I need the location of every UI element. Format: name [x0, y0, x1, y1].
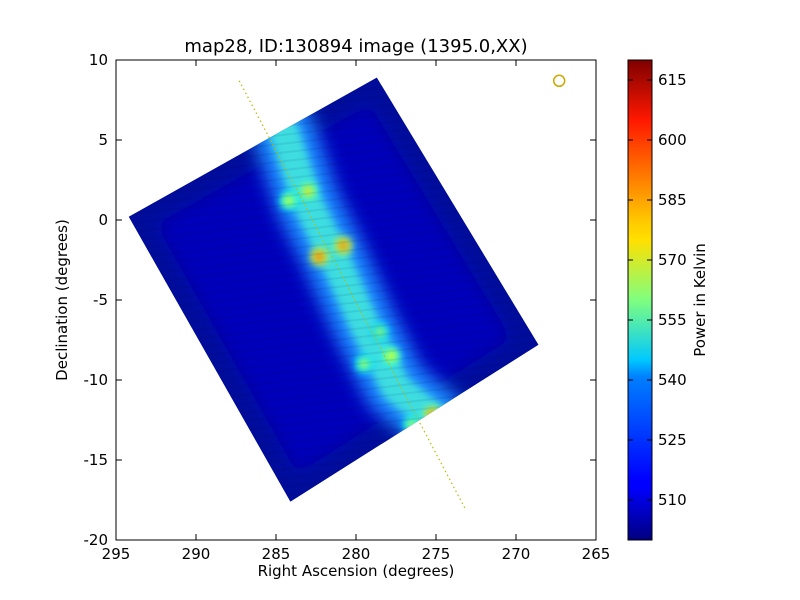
- x-axis-ticks: 295 290 285 280 275 270 265: [102, 60, 611, 563]
- hot-spot: [359, 359, 369, 369]
- colorbar-tick-label: 570: [658, 251, 687, 269]
- chart-title: map28, ID:130894 image (1395.0,XX): [184, 36, 527, 57]
- colorbar: 510 525 540 555 570 585 600 615 Power in Kelvin: [627, 59, 709, 541]
- x-tick-label: 270: [502, 545, 531, 563]
- x-tick-label: 280: [342, 545, 371, 563]
- x-tick-label: 275: [422, 545, 451, 563]
- hot-spots: [279, 182, 442, 434]
- y-tick-label: -20: [84, 531, 109, 549]
- y-tick-label: -10: [84, 371, 109, 389]
- colorbar-tick-label: 615: [658, 71, 687, 89]
- colorbar-tick-label: 600: [658, 131, 687, 149]
- y-tick-label: -15: [84, 451, 109, 469]
- y-tick-label: 0: [98, 211, 108, 229]
- colorbar-tick-label: 525: [658, 431, 687, 449]
- colorbar-tick-label: 555: [658, 311, 687, 329]
- hot-spot: [283, 195, 294, 206]
- y-tick-label: -5: [93, 291, 108, 309]
- hot-spot: [386, 351, 397, 361]
- colorbar-label: Power in Kelvin: [691, 243, 709, 357]
- y-tick-label: 10: [89, 51, 108, 69]
- hot-spot: [303, 186, 313, 197]
- x-tick-label: 265: [582, 545, 611, 563]
- colorbar-tick-label: 510: [658, 491, 687, 509]
- hot-spot: [338, 240, 349, 251]
- y-axis-label: Declination (degrees): [53, 219, 71, 381]
- x-tick-label: 285: [262, 545, 291, 563]
- colorbar-gradient: [628, 60, 652, 540]
- colorbar-ticks: 510 525 540 555 570 585 600 615: [628, 71, 687, 509]
- hot-spot: [314, 251, 325, 262]
- colorbar-tick-label: 585: [658, 191, 687, 209]
- hot-spot: [375, 327, 385, 337]
- colorbar-frame: [627, 59, 653, 541]
- y-axis-ticks: 10 5 0 -5 -10 -15 -20: [84, 51, 596, 549]
- x-tick-label: 295: [102, 545, 131, 563]
- x-tick-label: 290: [182, 545, 211, 563]
- y-tick-label: 5: [98, 131, 108, 149]
- x-axis-label: Right Ascension (degrees): [258, 562, 455, 580]
- marker-circle: [552, 74, 566, 88]
- colorbar-tick-label: 540: [658, 371, 687, 389]
- plot-area: 295 290 285 280 275 270 265 10 5 0 -5 -10 -15 -20: [84, 51, 611, 563]
